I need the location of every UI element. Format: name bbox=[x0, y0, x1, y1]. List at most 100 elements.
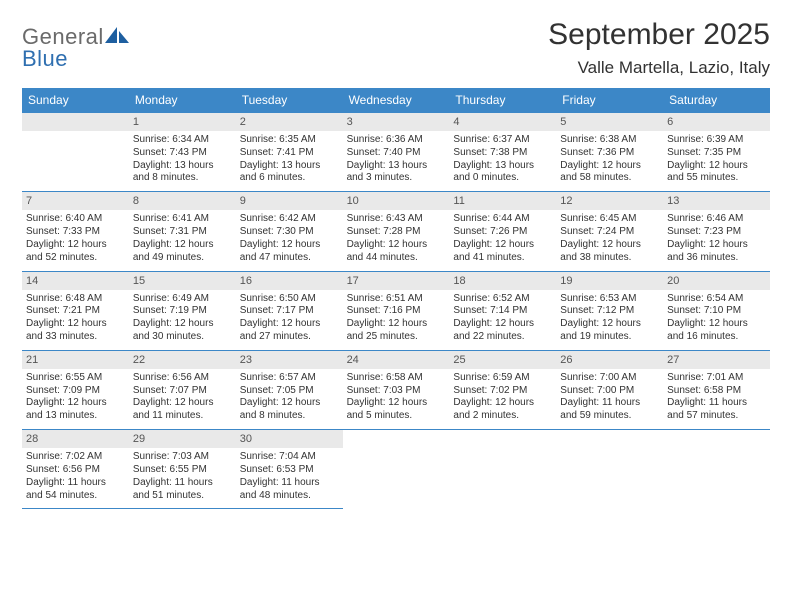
sunrise-text: Sunrise: 6:38 AM bbox=[560, 134, 659, 147]
calendar-cell: 15Sunrise: 6:49 AMSunset: 7:19 PMDayligh… bbox=[129, 272, 236, 351]
calendar-cell bbox=[449, 430, 556, 509]
day-number: 10 bbox=[343, 192, 450, 210]
daylight-text: Daylight: 11 hours and 54 minutes. bbox=[26, 477, 125, 503]
header: General Blue September 2025 Valle Martel… bbox=[22, 18, 770, 78]
sunset-text: Sunset: 7:21 PM bbox=[26, 305, 125, 318]
day-number: 28 bbox=[22, 430, 129, 448]
calendar-cell: 1Sunrise: 6:34 AMSunset: 7:43 PMDaylight… bbox=[129, 113, 236, 192]
daylight-text: Daylight: 12 hours and 36 minutes. bbox=[667, 239, 766, 265]
sunset-text: Sunset: 6:56 PM bbox=[26, 464, 125, 477]
day-number: 12 bbox=[556, 192, 663, 210]
weekday-label: Saturday bbox=[663, 88, 770, 113]
daylight-text: Daylight: 12 hours and 2 minutes. bbox=[453, 397, 552, 423]
daylight-text: Daylight: 12 hours and 55 minutes. bbox=[667, 160, 766, 186]
sunrise-text: Sunrise: 6:48 AM bbox=[26, 293, 125, 306]
calendar-cell: 11Sunrise: 6:44 AMSunset: 7:26 PMDayligh… bbox=[449, 192, 556, 271]
weekday-label: Thursday bbox=[449, 88, 556, 113]
sunset-text: Sunset: 7:07 PM bbox=[133, 385, 232, 398]
daylight-text: Daylight: 13 hours and 3 minutes. bbox=[347, 160, 446, 186]
sunrise-text: Sunrise: 6:42 AM bbox=[240, 213, 339, 226]
calendar-cell bbox=[663, 430, 770, 509]
calendar-cell bbox=[343, 430, 450, 509]
day-number: 3 bbox=[343, 113, 450, 131]
sunrise-text: Sunrise: 6:53 AM bbox=[560, 293, 659, 306]
daylight-text: Daylight: 12 hours and 16 minutes. bbox=[667, 318, 766, 344]
brand-part2: Blue bbox=[22, 46, 130, 72]
location: Valle Martella, Lazio, Italy bbox=[548, 58, 770, 78]
calendar-cell: 21Sunrise: 6:55 AMSunset: 7:09 PMDayligh… bbox=[22, 351, 129, 430]
sunrise-text: Sunrise: 6:46 AM bbox=[667, 213, 766, 226]
day-number: 8 bbox=[129, 192, 236, 210]
sunrise-text: Sunrise: 6:39 AM bbox=[667, 134, 766, 147]
weekday-label: Monday bbox=[129, 88, 236, 113]
sunset-text: Sunset: 7:33 PM bbox=[26, 226, 125, 239]
calendar-cell: 7Sunrise: 6:40 AMSunset: 7:33 PMDaylight… bbox=[22, 192, 129, 271]
daylight-text: Daylight: 12 hours and 5 minutes. bbox=[347, 397, 446, 423]
day-number: 5 bbox=[556, 113, 663, 131]
sunrise-text: Sunrise: 6:37 AM bbox=[453, 134, 552, 147]
sunrise-text: Sunrise: 6:52 AM bbox=[453, 293, 552, 306]
sunset-text: Sunset: 7:23 PM bbox=[667, 226, 766, 239]
calendar-cell: 23Sunrise: 6:57 AMSunset: 7:05 PMDayligh… bbox=[236, 351, 343, 430]
calendar-cell: 27 Sunrise: 7:01 AMSunset: 6:58 PMDayligh… bbox=[663, 351, 770, 430]
day-number: 26 bbox=[556, 351, 663, 369]
day-number: 19 bbox=[556, 272, 663, 290]
day-number: 4 bbox=[449, 113, 556, 131]
calendar-cell bbox=[22, 113, 129, 192]
day-number: 18 bbox=[449, 272, 556, 290]
sunset-text: Sunset: 7:02 PM bbox=[453, 385, 552, 398]
weekday-label: Sunday bbox=[22, 88, 129, 113]
daylight-text: Daylight: 12 hours and 11 minutes. bbox=[133, 397, 232, 423]
day-number: 16 bbox=[236, 272, 343, 290]
sunrise-text: Sunrise: 7:04 AM bbox=[240, 451, 339, 464]
calendar-cell: 17Sunrise: 6:51 AMSunset: 7:16 PMDayligh… bbox=[343, 272, 450, 351]
daylight-text: Daylight: 11 hours and 59 minutes. bbox=[560, 397, 659, 423]
day-number: 27 bbox=[663, 351, 770, 369]
daylight-text: Daylight: 11 hours and 48 minutes. bbox=[240, 477, 339, 503]
calendar-cell: 29Sunrise: 7:03 AMSunset: 6:55 PMDayligh… bbox=[129, 430, 236, 509]
sunrise-text: Sunrise: 7:00 AM bbox=[560, 372, 659, 385]
sunrise-text: Sunrise: 7:01 AM bbox=[667, 372, 766, 385]
sunrise-text: Sunrise: 6:54 AM bbox=[667, 293, 766, 306]
sunset-text: Sunset: 7:43 PM bbox=[133, 147, 232, 160]
sunrise-text: Sunrise: 6:49 AM bbox=[133, 293, 232, 306]
sunset-text: Sunset: 7:05 PM bbox=[240, 385, 339, 398]
sunrise-text: Sunrise: 6:43 AM bbox=[347, 213, 446, 226]
calendar-cell: 8Sunrise: 6:41 AMSunset: 7:31 PMDaylight… bbox=[129, 192, 236, 271]
calendar-cell: 12Sunrise: 6:45 AMSunset: 7:24 PMDayligh… bbox=[556, 192, 663, 271]
sunrise-text: Sunrise: 6:55 AM bbox=[26, 372, 125, 385]
daylight-text: Daylight: 12 hours and 33 minutes. bbox=[26, 318, 125, 344]
sunset-text: Sunset: 7:41 PM bbox=[240, 147, 339, 160]
sunset-text: Sunset: 7:14 PM bbox=[453, 305, 552, 318]
sunset-text: Sunset: 7:00 PM bbox=[560, 385, 659, 398]
day-number: 13 bbox=[663, 192, 770, 210]
sunset-text: Sunset: 7:35 PM bbox=[667, 147, 766, 160]
sunrise-text: Sunrise: 6:50 AM bbox=[240, 293, 339, 306]
sunset-text: Sunset: 6:58 PM bbox=[667, 385, 766, 398]
daylight-text: Daylight: 11 hours and 57 minutes. bbox=[667, 397, 766, 423]
calendar-cell: 19Sunrise: 6:53 AMSunset: 7:12 PMDayligh… bbox=[556, 272, 663, 351]
sunset-text: Sunset: 7:38 PM bbox=[453, 147, 552, 160]
daylight-text: Daylight: 12 hours and 30 minutes. bbox=[133, 318, 232, 344]
sunrise-text: Sunrise: 7:03 AM bbox=[133, 451, 232, 464]
calendar-cell: 9Sunrise: 6:42 AMSunset: 7:30 PMDaylight… bbox=[236, 192, 343, 271]
daylight-text: Daylight: 13 hours and 8 minutes. bbox=[133, 160, 232, 186]
daylight-text: Daylight: 13 hours and 0 minutes. bbox=[453, 160, 552, 186]
daylight-text: Daylight: 12 hours and 52 minutes. bbox=[26, 239, 125, 265]
sunset-text: Sunset: 7:10 PM bbox=[667, 305, 766, 318]
daylight-text: Daylight: 13 hours and 6 minutes. bbox=[240, 160, 339, 186]
calendar-cell: 20Sunrise: 6:54 AMSunset: 7:10 PMDayligh… bbox=[663, 272, 770, 351]
day-number: 24 bbox=[343, 351, 450, 369]
daylight-text: Daylight: 12 hours and 38 minutes. bbox=[560, 239, 659, 265]
month-title: September 2025 bbox=[548, 18, 770, 52]
calendar-cell: 6Sunrise: 6:39 AMSunset: 7:35 PMDaylight… bbox=[663, 113, 770, 192]
title-block: September 2025 Valle Martella, Lazio, It… bbox=[548, 18, 770, 78]
sunrise-text: Sunrise: 6:59 AM bbox=[453, 372, 552, 385]
sunset-text: Sunset: 7:24 PM bbox=[560, 226, 659, 239]
sunrise-text: Sunrise: 6:51 AM bbox=[347, 293, 446, 306]
calendar-cell bbox=[556, 430, 663, 509]
calendar-cell: 14Sunrise: 6:48 AMSunset: 7:21 PMDayligh… bbox=[22, 272, 129, 351]
sunset-text: Sunset: 7:36 PM bbox=[560, 147, 659, 160]
calendar-cell: 3Sunrise: 6:36 AMSunset: 7:40 PMDaylight… bbox=[343, 113, 450, 192]
day-number: 30 bbox=[236, 430, 343, 448]
